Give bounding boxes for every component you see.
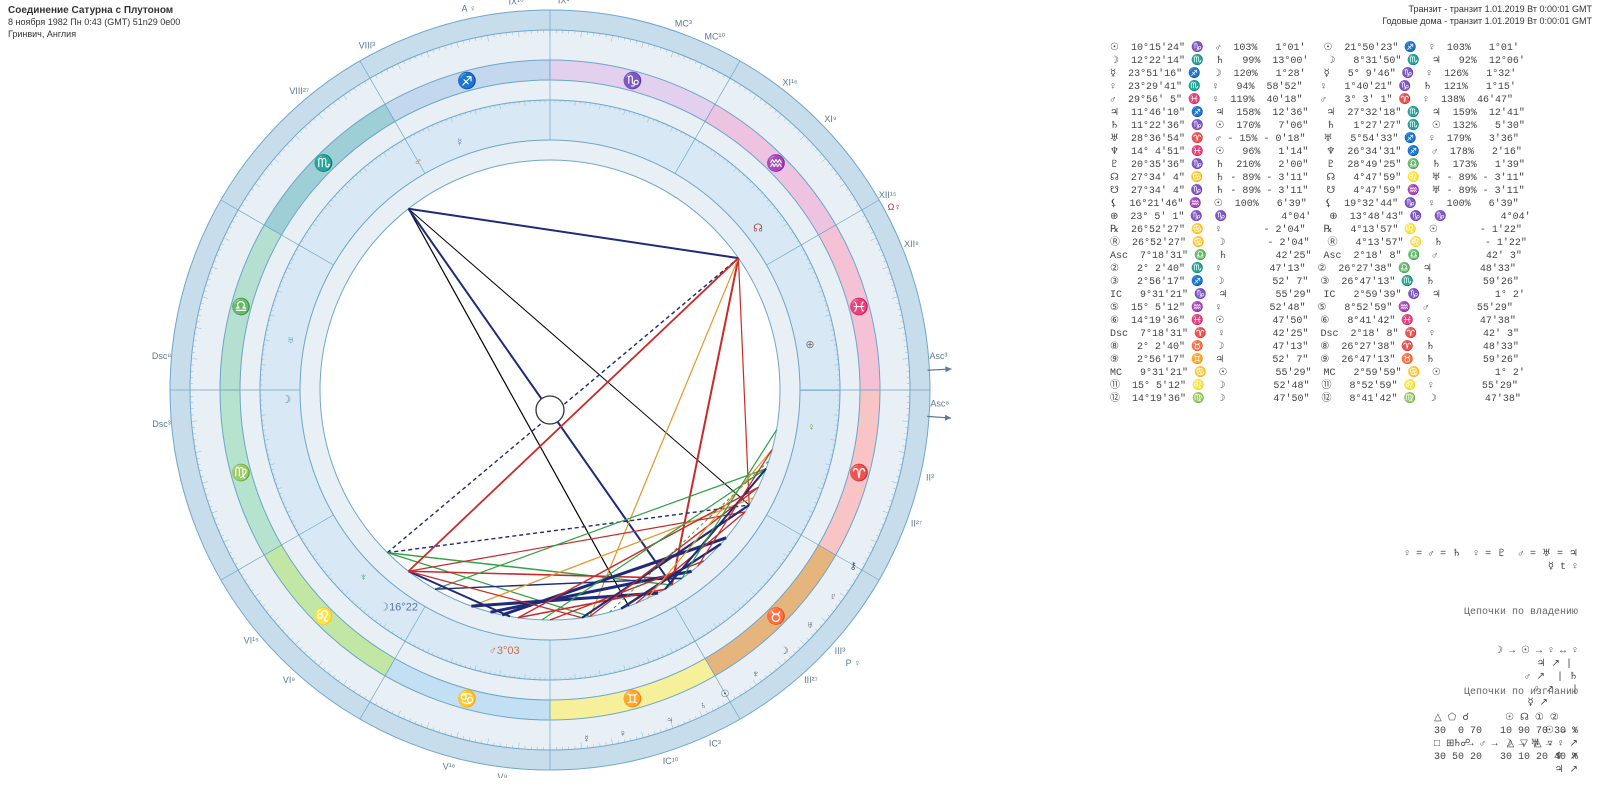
svg-text:⊕: ⊕ xyxy=(805,339,814,351)
svg-text:☿: ☿ xyxy=(583,734,591,745)
aspect-summary: △ ⬠ ☌ ☉ ☊ ① ② 30 0 70 10 90 70 30 % □ ⊞ … xyxy=(1434,712,1578,764)
chains1-title: Цепочки по владению xyxy=(1464,606,1578,619)
svg-text:♐: ♐ xyxy=(457,71,477,90)
svg-text:☽: ☽ xyxy=(780,646,789,657)
svg-text:☽16°22: ☽16°22 xyxy=(379,601,418,613)
svg-text:P ♀: P ♀ xyxy=(846,658,861,668)
svg-text:V⁹: V⁹ xyxy=(498,772,508,778)
svg-text:♅: ♅ xyxy=(806,620,814,631)
svg-text:IX¹⁰: IX¹⁰ xyxy=(508,0,524,6)
svg-text:A ♀: A ♀ xyxy=(462,4,477,14)
svg-text:♄: ♄ xyxy=(700,701,708,712)
svg-text:♈: ♈ xyxy=(849,463,869,482)
svg-text:♇: ♇ xyxy=(829,592,837,603)
svg-text:Asc⁸: Asc⁸ xyxy=(930,399,949,409)
svg-text:MC³: MC³ xyxy=(675,19,692,29)
svg-text:♅: ♅ xyxy=(287,335,295,347)
svg-text:Dsc⁸: Dsc⁸ xyxy=(152,351,171,361)
svg-text:♆: ♆ xyxy=(752,669,760,680)
chains2-title: Цепочки по изгнанию xyxy=(1453,686,1578,699)
svg-text:IX³: IX³ xyxy=(558,0,570,5)
svg-text:☊: ☊ xyxy=(753,222,763,234)
svg-text:♂: ♂ xyxy=(414,156,422,168)
svg-text:III²⁷: III²⁷ xyxy=(804,675,818,685)
header-right-block: Транзит - транзит 1.01.2019 Вт 0:00:01 G… xyxy=(1382,4,1592,27)
svg-text:V¹⁶: V¹⁶ xyxy=(443,762,456,772)
svg-text:♆: ♆ xyxy=(359,572,367,584)
svg-text:II²⁷: II²⁷ xyxy=(911,518,922,528)
svg-text:XII⁹: XII⁹ xyxy=(904,239,919,249)
svg-text:XII¹⁵: XII¹⁵ xyxy=(879,190,897,200)
natal-chart-wheel: ♈♉♊♋♌♍♎♏♐♑♒♓☿♂☽♅♆☽16°22♂3°03☊♀⊕☿♀♃♄☉♆☽♅♇… xyxy=(120,0,900,778)
svg-text:VIII³: VIII³ xyxy=(359,41,376,51)
svg-text:♂3°03: ♂3°03 xyxy=(489,645,520,657)
svg-text:♑: ♑ xyxy=(623,71,643,90)
svg-text:XI⁹: XI⁹ xyxy=(824,114,837,124)
svg-text:Ω♀: Ω♀ xyxy=(888,202,901,212)
svg-text:VI¹⁵: VI¹⁵ xyxy=(244,636,260,646)
aspect-equations: ♀ = ♂ = ♄ ♀ = ♇ ♂ = ♅ = ♃ ☿ t ♀ xyxy=(1404,548,1578,574)
svg-text:IC¹⁰: IC¹⁰ xyxy=(663,756,679,766)
svg-text:☿: ☿ xyxy=(456,137,464,149)
svg-text:MC¹⁰: MC¹⁰ xyxy=(705,32,726,42)
svg-text:♊: ♊ xyxy=(623,689,643,708)
svg-text:Asc³: Asc³ xyxy=(930,351,948,361)
svg-text:♓: ♓ xyxy=(849,297,869,316)
svg-text:II³: II³ xyxy=(926,473,934,483)
svg-text:♎: ♎ xyxy=(231,297,251,316)
positions-table: ☉ 10°15'24" ♑ ♂ 103% 1°01' ☉ 21°50'23" ♐… xyxy=(1110,42,1531,406)
svg-text:III³: III³ xyxy=(835,646,846,656)
transit-line-2: Годовые дома - транзит 1.01.2019 Вт 0:00… xyxy=(1382,16,1592,28)
svg-text:☽: ☽ xyxy=(281,394,291,406)
svg-text:IC³: IC³ xyxy=(709,738,721,748)
svg-text:♍: ♍ xyxy=(231,463,251,482)
svg-text:♃: ♃ xyxy=(666,715,674,726)
transit-line-1: Транзит - транзит 1.01.2019 Вт 0:00:01 G… xyxy=(1382,4,1592,16)
svg-text:♋: ♋ xyxy=(457,689,477,708)
svg-text:VI⁹: VI⁹ xyxy=(283,675,296,685)
svg-text:Dsc³: Dsc³ xyxy=(152,419,171,429)
svg-text:XI¹⁶: XI¹⁶ xyxy=(782,78,798,88)
svg-text:♀: ♀ xyxy=(619,728,627,739)
svg-text:☉: ☉ xyxy=(721,689,730,700)
svg-text:⚷: ⚷ xyxy=(849,561,856,572)
svg-text:VIII²⁷: VIII²⁷ xyxy=(289,86,309,96)
svg-text:♀: ♀ xyxy=(807,422,815,434)
